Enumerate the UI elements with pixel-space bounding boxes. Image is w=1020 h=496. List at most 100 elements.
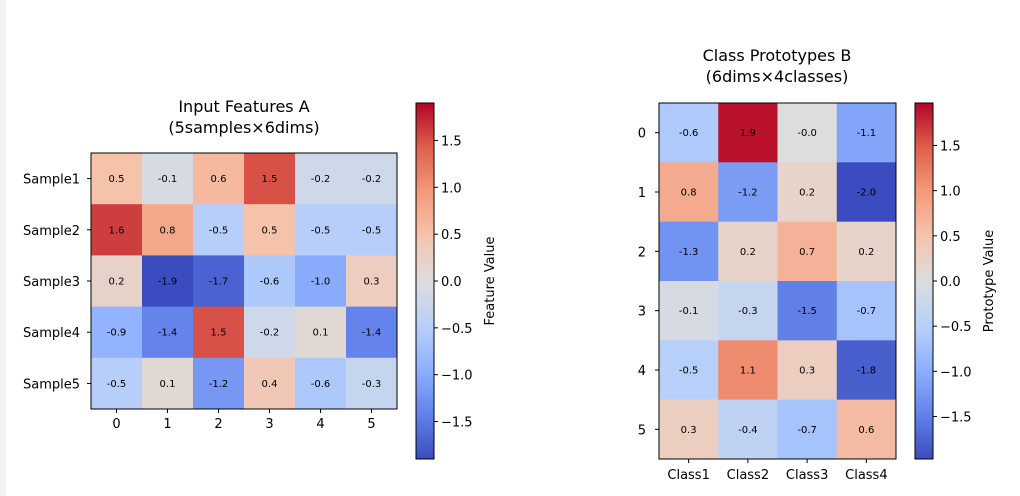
colorbar-tick-label: 0.0 bbox=[940, 275, 961, 290]
cell-value-label: 0.1 bbox=[313, 328, 329, 339]
heatmap-a-y-axis: Sample1 Sample2 Sample3 Sample4 Sample5 bbox=[23, 173, 91, 392]
colorbar-a: 1.5 1.0 0.5 0.0 −0.5 −1.0 −1.5 Feature Value bbox=[415, 102, 498, 460]
cell-r4-c1 bbox=[718, 340, 778, 401]
cell-value-label: 0.3 bbox=[681, 425, 697, 436]
colorbar-tick-label: −0.5 bbox=[441, 322, 473, 337]
heatmap-a-cells bbox=[91, 153, 398, 410]
cell-value-label: -0.4 bbox=[738, 425, 758, 436]
colorbar-tick-label: 1.5 bbox=[441, 134, 462, 149]
cell-value-label: -0.5 bbox=[107, 379, 127, 390]
cell-value-label: -0.6 bbox=[260, 277, 280, 288]
cell-r5-c3 bbox=[836, 399, 897, 460]
cell-value-label: -1.2 bbox=[209, 379, 229, 390]
colorbar-tick-label: 1.0 bbox=[441, 181, 462, 196]
cell-r4-c1 bbox=[142, 357, 194, 410]
window-edge bbox=[0, 0, 6, 496]
cell-value-label: 1.6 bbox=[109, 225, 125, 236]
cell-value-label: 0.6 bbox=[211, 174, 227, 185]
cell-value-label: -0.2 bbox=[260, 328, 280, 339]
x-tick-label: 4 bbox=[316, 417, 324, 432]
y-tick-label: Sample2 bbox=[23, 224, 80, 239]
cell-value-label: 0.6 bbox=[858, 425, 874, 436]
colorbar-gradient bbox=[415, 102, 435, 460]
x-tick-label: Class3 bbox=[786, 468, 828, 483]
cell-r0-c2 bbox=[193, 153, 245, 205]
cell-value-label: -0.5 bbox=[679, 366, 699, 377]
cell-r0-c4 bbox=[295, 153, 347, 205]
cell-value-label: 0.3 bbox=[364, 277, 380, 288]
cell-r2-c1 bbox=[718, 221, 778, 282]
y-tick-label: 4 bbox=[638, 364, 646, 379]
y-tick-label: Sample4 bbox=[23, 326, 80, 341]
heatmap-b-cells bbox=[659, 103, 897, 460]
cell-r4-c3 bbox=[836, 340, 897, 401]
cell-value-label: -0.6 bbox=[311, 379, 331, 390]
heatmap-b-y-axis: 0 1 2 3 4 5 bbox=[638, 127, 659, 438]
cell-r1-c1 bbox=[718, 162, 778, 223]
cell-r2-c1 bbox=[142, 255, 194, 308]
heatmap-a: Input Features A (5samples×6dims) 0.5 -0.… bbox=[23, 97, 498, 460]
cell-r2-c5 bbox=[346, 255, 398, 308]
cell-r4-c4 bbox=[295, 357, 347, 410]
colorbar-tick-label: 0.5 bbox=[441, 228, 462, 243]
cell-r3-c1 bbox=[718, 281, 778, 341]
cell-value-label: 0.2 bbox=[858, 247, 874, 258]
x-tick-label: Class2 bbox=[727, 468, 769, 483]
cell-r3-c2 bbox=[777, 281, 838, 341]
cell-r0-c1 bbox=[142, 153, 194, 205]
cell-value-label: -1.4 bbox=[158, 328, 178, 339]
cell-r0-c5 bbox=[346, 153, 398, 205]
cell-r0-c2 bbox=[777, 103, 838, 163]
cell-r1-c1 bbox=[142, 204, 194, 256]
heatmap-b-frame bbox=[658, 102, 897, 460]
heatmap-b-x-axis: Class1 Class2 Class3 Class4 bbox=[667, 459, 888, 483]
cell-r3-c1 bbox=[142, 306, 194, 359]
cell-r2-c2 bbox=[193, 255, 245, 308]
cell-value-label: 0.1 bbox=[160, 379, 176, 390]
heatmap-a-title-line-1: Input Features A bbox=[178, 97, 309, 116]
cell-value-label: -0.5 bbox=[311, 225, 331, 236]
cell-r4-c3 bbox=[244, 357, 296, 410]
cell-value-label: 0.8 bbox=[160, 225, 176, 236]
colorbar-tick-label: −1.0 bbox=[441, 369, 473, 384]
cell-value-label: 1.5 bbox=[211, 328, 227, 339]
cell-r4-c2 bbox=[777, 340, 838, 401]
cell-value-label: -1.7 bbox=[209, 277, 229, 288]
cell-value-label: -0.3 bbox=[362, 379, 382, 390]
cell-r2-c4 bbox=[295, 255, 347, 308]
colorbar-label: Prototype Value bbox=[982, 230, 997, 333]
cell-value-label: -1.5 bbox=[797, 306, 817, 317]
cell-value-label: 0.5 bbox=[109, 174, 125, 185]
y-tick-label: 5 bbox=[638, 423, 646, 438]
cell-r1-c3 bbox=[836, 162, 897, 223]
x-tick-label: Class1 bbox=[667, 468, 709, 483]
cell-value-label: 0.3 bbox=[799, 366, 815, 377]
y-tick-label: Sample5 bbox=[23, 377, 80, 392]
colorbar-b: 1.5 1.0 0.5 0.0 −0.5 −1.0 −1.5 Prototype Value bbox=[914, 102, 997, 460]
cell-value-label: 0.2 bbox=[109, 277, 125, 288]
cell-value-label: -0.9 bbox=[107, 328, 127, 339]
x-tick-label: 5 bbox=[367, 417, 375, 432]
cell-r0-c1 bbox=[718, 103, 778, 163]
colorbar-tick-label: −1.5 bbox=[940, 411, 972, 426]
cell-r3-c3 bbox=[244, 306, 296, 359]
cell-value-label: -1.8 bbox=[857, 366, 877, 377]
heatmap-a-x-axis: 0 1 2 3 4 5 bbox=[112, 409, 376, 432]
heatmap-a-value-labels: 0.5 -0.1 0.6 1.5 -0.2 -0.2 1.6 0.8 -0.5 0.5 -0.5 -0… bbox=[107, 174, 382, 390]
colorbar-tick-label: −1.0 bbox=[940, 365, 972, 380]
cell-value-label: -0.5 bbox=[362, 225, 382, 236]
cell-value-label: -0.5 bbox=[209, 225, 229, 236]
cell-r4-c0 bbox=[659, 340, 719, 401]
x-tick-label: 3 bbox=[265, 417, 273, 432]
cell-value-label: -1.2 bbox=[738, 188, 758, 199]
cell-value-label: -0.1 bbox=[679, 306, 699, 317]
cell-r3-c4 bbox=[295, 306, 347, 359]
heatmap-a-title-line-2: (5samples×6dims) bbox=[168, 118, 319, 137]
y-tick-label: 3 bbox=[638, 305, 646, 320]
y-tick-label: 2 bbox=[638, 245, 646, 260]
cell-r3-c0 bbox=[91, 306, 143, 359]
cell-value-label: 1.1 bbox=[740, 366, 756, 377]
cell-value-label: 0.2 bbox=[799, 188, 815, 199]
cell-value-label: -1.9 bbox=[158, 277, 178, 288]
